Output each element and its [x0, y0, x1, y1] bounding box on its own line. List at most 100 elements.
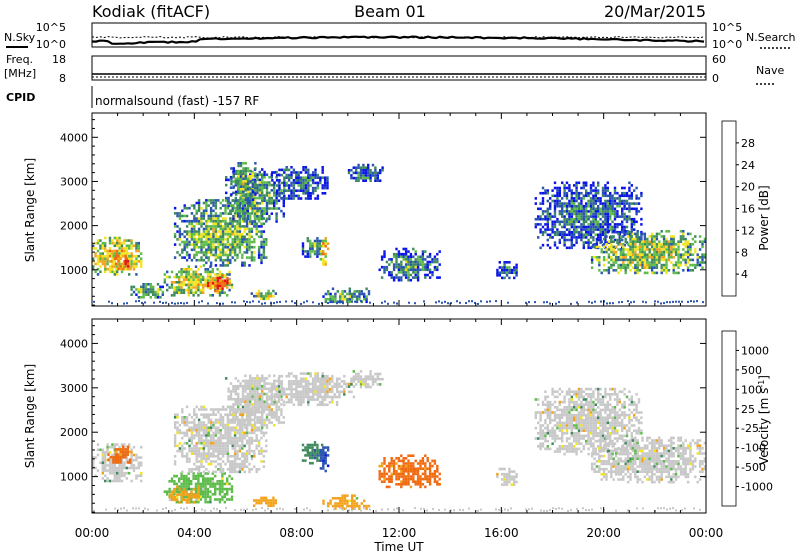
range-cell [195, 447, 198, 450]
scatter-cell [486, 300, 488, 303]
range-cell [116, 265, 119, 268]
range-cell [318, 239, 321, 243]
range-cell [204, 500, 207, 504]
range-cell [226, 253, 230, 257]
range-cell [613, 215, 617, 218]
range-cell [582, 215, 585, 218]
range-cell [270, 390, 273, 393]
range-cell [314, 181, 317, 185]
range-cell [570, 217, 573, 221]
range-cell [421, 255, 425, 259]
range-cell [188, 444, 191, 448]
range-cell [643, 263, 647, 267]
range-cell [181, 431, 184, 435]
range-cell [267, 289, 270, 293]
range-cell [140, 296, 143, 299]
scatter-cell [144, 301, 146, 304]
range-cell [202, 444, 206, 448]
range-cell [187, 273, 190, 276]
range-cell [209, 273, 212, 276]
range-cell [544, 217, 547, 221]
range-cell [206, 270, 210, 274]
range-cell [635, 197, 638, 200]
range-cell [577, 202, 581, 205]
range-cell [565, 194, 569, 198]
range-cell [249, 390, 252, 393]
range-cell [641, 232, 644, 236]
range-cell [549, 246, 552, 250]
range-cell [599, 236, 602, 239]
range-cell [309, 255, 312, 258]
range-cell [601, 220, 605, 224]
range-cell [147, 288, 150, 291]
range-cell [224, 206, 227, 210]
range-cell [232, 185, 235, 188]
range-cell [116, 466, 119, 470]
range-cell [339, 297, 342, 301]
range-cell [120, 244, 124, 248]
range-cell [248, 423, 251, 427]
range-cell [211, 477, 214, 480]
range-cell [211, 482, 214, 486]
range-cell [251, 204, 254, 208]
range-cell [575, 204, 578, 208]
range-cell [329, 297, 332, 301]
range-cell [253, 382, 257, 385]
range-cell [395, 263, 398, 266]
range-cell [205, 206, 208, 210]
range-cell [232, 387, 235, 391]
range-cell [245, 452, 249, 455]
range-cell [558, 202, 561, 205]
range-cell [541, 233, 545, 237]
range-cell [226, 248, 230, 252]
range-cell [580, 199, 583, 203]
range-cell [271, 171, 274, 174]
range-cell [101, 469, 104, 472]
range-cell [604, 233, 607, 237]
range-cell [311, 242, 314, 245]
range-cell [251, 198, 255, 201]
range-cell [251, 379, 254, 383]
range-cell [234, 209, 237, 213]
range-cell [119, 257, 123, 260]
range-cell [275, 390, 278, 393]
range-cell [590, 266, 594, 269]
range-cell [275, 400, 279, 404]
scatter-cell [258, 300, 260, 303]
range-cell [594, 233, 597, 237]
range-cell [173, 434, 177, 437]
range-cell [546, 215, 549, 218]
range-cell [558, 233, 561, 237]
range-cell [170, 281, 174, 284]
range-cell [636, 253, 639, 256]
range-cell [219, 238, 222, 241]
range-cell [117, 254, 120, 258]
range-cell [125, 249, 128, 253]
range-cell [360, 290, 363, 293]
range-cell [412, 255, 415, 259]
range-cell [607, 266, 611, 269]
range-cell [609, 217, 612, 221]
range-cell [428, 260, 432, 264]
range-cell [602, 237, 606, 241]
range-cell [256, 215, 259, 218]
range-cell [209, 227, 213, 231]
range-cell [221, 227, 225, 231]
range-cell [643, 266, 647, 269]
range-cell [283, 390, 286, 394]
range-cell [232, 390, 235, 393]
range-cell [204, 485, 207, 488]
range-cell [589, 228, 593, 231]
range-cell [262, 431, 266, 435]
range-cell [273, 393, 276, 396]
range-cell [232, 180, 235, 183]
range-cell [324, 255, 327, 258]
range-cell [251, 423, 254, 427]
range-cell [166, 283, 169, 287]
range-cell [234, 400, 237, 404]
range-cell [226, 243, 230, 246]
range-cell [147, 283, 150, 286]
range-cell [248, 439, 251, 442]
range-cell [686, 240, 690, 243]
range-cell [238, 240, 242, 244]
